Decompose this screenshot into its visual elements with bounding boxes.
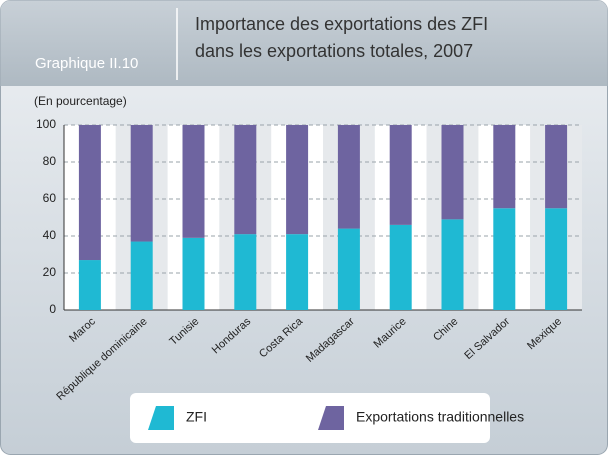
bar-segment bbox=[130, 125, 153, 242]
legend-label: ZFI bbox=[186, 409, 207, 425]
bar-segment bbox=[545, 208, 568, 310]
legend-label: Exportations traditionnelles bbox=[356, 409, 524, 425]
y-tick-label: 40 bbox=[43, 228, 57, 242]
bar-segment bbox=[389, 125, 412, 225]
subtitle: (En pourcentage) bbox=[34, 94, 127, 108]
bar-segment bbox=[337, 228, 360, 310]
y-tick-label: 80 bbox=[43, 154, 57, 168]
bar-segment bbox=[337, 125, 360, 229]
bar-segment bbox=[182, 125, 205, 238]
bar-segment bbox=[389, 224, 412, 310]
legend-swatch bbox=[148, 406, 174, 430]
y-tick-label: 20 bbox=[43, 265, 57, 279]
bar-segment bbox=[493, 208, 516, 310]
bar-segment bbox=[234, 234, 257, 310]
legend bbox=[130, 393, 490, 443]
bar-segment bbox=[441, 219, 464, 310]
chart-title: dans les exportations totales, 2007 bbox=[195, 41, 473, 61]
header bbox=[0, 0, 608, 86]
y-tick-label: 60 bbox=[43, 191, 57, 205]
bar-segment bbox=[182, 237, 205, 310]
chart-label: Graphique II.10 bbox=[35, 55, 138, 72]
bar-segment bbox=[286, 234, 309, 310]
bar-segment bbox=[493, 125, 516, 209]
y-tick-label: 100 bbox=[36, 117, 56, 131]
bar-segment bbox=[78, 125, 101, 261]
chart-title: Importance des exportations des ZFI bbox=[195, 14, 488, 34]
bar-segment bbox=[286, 125, 309, 235]
bar-segment bbox=[545, 125, 568, 209]
bar-segment bbox=[441, 125, 464, 220]
bar-segment bbox=[130, 241, 153, 310]
y-tick-label: 0 bbox=[49, 302, 56, 316]
bar-segment bbox=[234, 125, 257, 235]
bar-segment bbox=[78, 260, 101, 310]
legend-swatch bbox=[318, 406, 344, 430]
